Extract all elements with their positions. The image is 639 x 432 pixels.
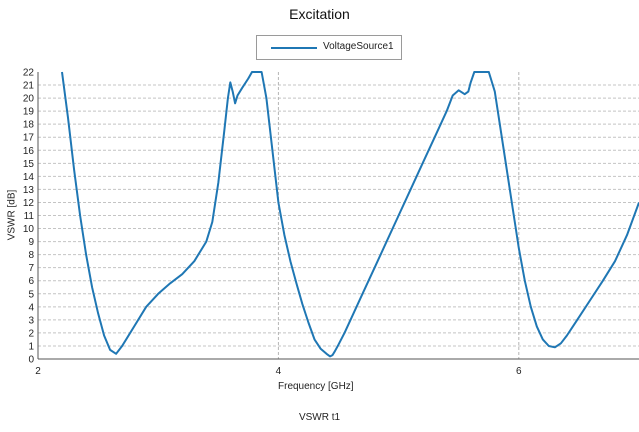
y-tick-label: 8 (28, 250, 34, 261)
y-tick-label: 13 (23, 185, 35, 196)
x-tick-label: 4 (276, 366, 282, 377)
series-line-voltagesource1 (61, 71, 639, 358)
footer-label: VSWR t1 (298, 412, 341, 423)
y-tick-label: 5 (28, 289, 34, 300)
y-tick-label: 17 (23, 133, 35, 144)
y-tick-label: 21 (23, 81, 35, 92)
axes (37, 72, 639, 360)
y-axis-label: VSWR [dB] (6, 189, 18, 241)
chart-title: Excitation (289, 6, 350, 22)
y-tick-label: 4 (28, 302, 34, 313)
y-tick-label: 12 (23, 198, 35, 209)
y-tick-label: 18 (23, 120, 35, 131)
y-tick-label: 20 (23, 94, 35, 105)
y-tick-label: 3 (28, 315, 34, 326)
y-tick-label: 0 (28, 355, 34, 366)
y-tick-label: 16 (23, 146, 35, 157)
legend-label: VoltageSource1 (323, 41, 394, 52)
x-tick-label: 6 (516, 366, 522, 377)
legend: VoltageSource1 (256, 35, 402, 60)
y-tick-label: 15 (23, 159, 35, 170)
y-tick-label: 9 (28, 237, 34, 248)
x-tick-labels: 2 4 6 (35, 366, 522, 377)
y-tick-label: 6 (28, 276, 34, 287)
grid-lines (38, 72, 639, 359)
y-tick-label: 11 (24, 211, 35, 222)
y-tick-label: 1 (28, 341, 34, 352)
y-tick-label: 22 (23, 68, 35, 79)
y-tick-label: 2 (28, 328, 34, 339)
y-tick-label: 19 (23, 107, 35, 118)
y-tick-label: 7 (28, 263, 34, 274)
legend-swatch (271, 47, 317, 49)
y-tick-label: 10 (23, 224, 35, 235)
y-tick-label: 14 (23, 172, 35, 183)
series-layer (61, 71, 639, 358)
x-axis-label: Frequency [GHz] (278, 381, 354, 392)
x-tick-label: 2 (35, 366, 41, 377)
